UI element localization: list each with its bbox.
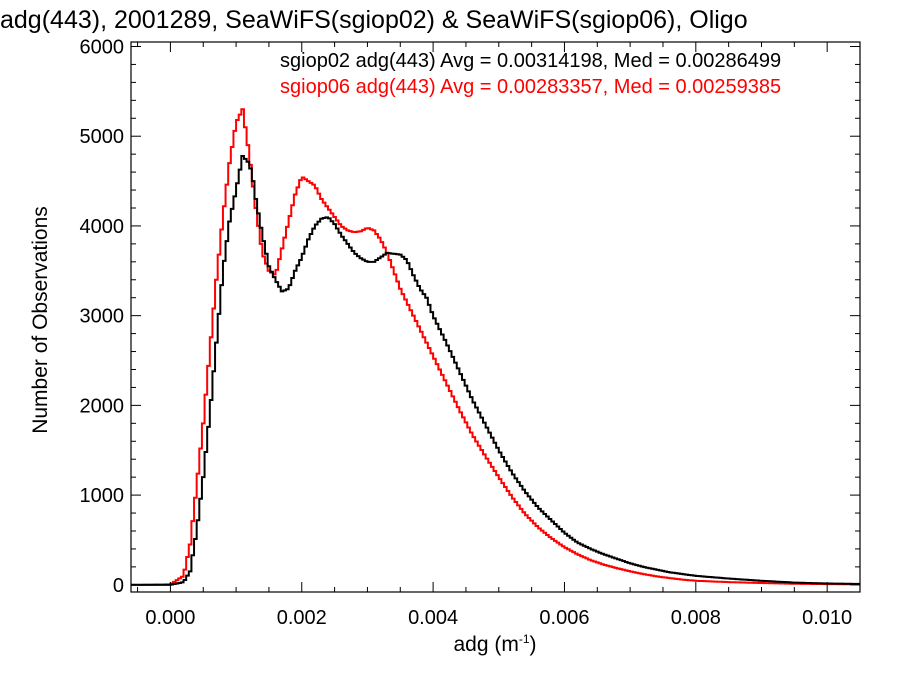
y-tick-label: 1000	[80, 485, 125, 507]
y-tick-label: 3000	[80, 306, 125, 328]
x-tick-label: 0.000	[145, 607, 195, 629]
y-tick-label: 5000	[80, 126, 125, 148]
plot-frame	[130, 41, 861, 593]
chart-title: adg(443), 2001289, SeaWiFS(sgiop02) & Se…	[0, 6, 748, 34]
y-tick-label: 4000	[80, 216, 125, 238]
x-tick-label: 0.002	[277, 607, 327, 629]
x-tick-label: 0.008	[671, 607, 721, 629]
x-axis-label: adg (m-1)	[453, 632, 536, 657]
series-line-sgiop02	[131, 154, 860, 586]
series-line-sgiop06	[131, 108, 860, 586]
y-tick-label: 0	[113, 575, 124, 597]
x-tick-label: 0.010	[802, 607, 852, 629]
y-tick-label: 2000	[80, 395, 125, 417]
x-axis-label-close: )	[529, 633, 537, 656]
x-tick-label: 0.006	[539, 607, 589, 629]
x-axis-label-text: adg (m	[453, 633, 519, 656]
x-axis-label-exponent: -1	[518, 632, 530, 646]
series-layer	[131, 108, 860, 586]
y-tick-label: 6000	[80, 36, 125, 58]
legend-entry-sgiop02: sgiop02 adg(443) Avg = 0.00314198, Med =…	[280, 50, 782, 72]
legend-entry-sgiop06: sgiop06 adg(443) Avg = 0.00283357, Med =…	[280, 76, 782, 98]
axes-layer: 0.000 0.002 0.004 0.006 0.008 0.010 0 1000 2000 3…	[80, 36, 861, 629]
x-tick-label: 0.004	[408, 607, 458, 629]
